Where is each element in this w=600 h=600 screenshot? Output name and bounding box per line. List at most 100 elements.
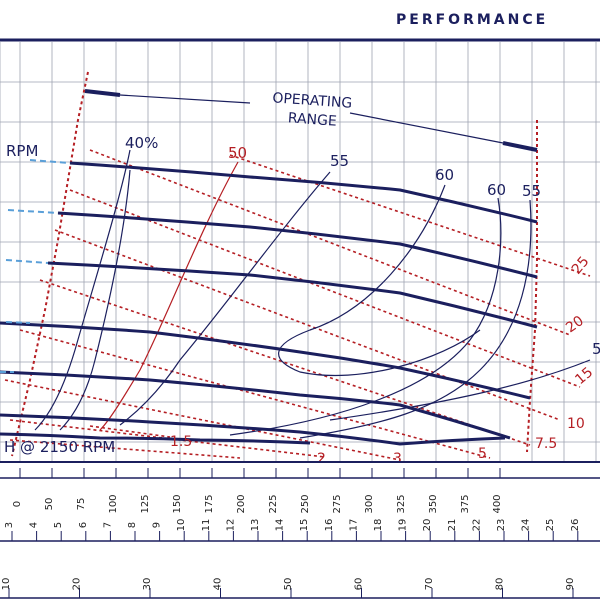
axis-2-label-0: 10 [1,578,12,591]
operating-range-right-boundary [526,120,538,453]
axis-0-label-12: 325 [396,494,407,513]
axis-2-label-6: 70 [424,578,435,591]
head-curve-7 [0,432,311,445]
axis-1-label-5: 8 [127,522,138,528]
axis-1-label-11: 14 [275,519,286,532]
efficiency-label-6: 5 [592,340,600,358]
axis-0-label-2: 75 [76,498,87,511]
axis-2-label-3: 40 [213,578,224,591]
blue-dash-extensions [0,159,71,373]
speed-label: H @ 2150 RPM [4,438,115,456]
axis-1-label-23: 26 [570,519,581,532]
axis-2-label-1: 20 [72,578,83,591]
head-curve-1 [69,161,538,224]
axis-0-label-15: 400 [492,494,503,513]
npsh-label-2: 3 [393,451,402,467]
axis-2-label-5: 60 [354,578,365,591]
axis-0-label-7: 200 [236,494,247,513]
axis-1-label-6: 9 [152,522,163,528]
axis-1-label-10: 13 [250,519,261,532]
blue-dash-3 [5,259,49,264]
blue-dash-1 [29,159,71,164]
axis-1-label-17: 20 [422,519,433,532]
axis-1-label-2: 5 [53,522,64,528]
axis-2-label-8: 90 [565,578,576,591]
blue-dash-4 [5,321,31,324]
axis-2-label-4: 50 [283,578,294,591]
axis-0-label-5: 150 [172,494,183,513]
axis-0-label-11: 300 [364,494,375,513]
efficiency-label-3: 60 [435,166,454,184]
axis-2-label-2: 30 [142,578,153,591]
efficiency-label-4: 60 [487,181,506,199]
efficiency-label-2: 55 [330,152,349,170]
operating-range-right-tick [502,141,538,152]
axis-0-label-14: 375 [460,494,471,513]
axis-1-label-4: 7 [102,522,113,528]
head-curve-3 [47,261,538,329]
head-curve-4 [0,321,531,400]
npsh-line-20 [89,149,571,336]
axis-0-label-3: 100 [108,494,119,513]
npsh-label-5: 10 [567,416,585,432]
axis-1-label-9: 12 [225,519,236,532]
head-curve-6 [0,413,506,446]
axis-0-label-1: 50 [44,498,55,511]
axis-1-label-18: 21 [447,519,458,532]
axis-0-label-4: 125 [140,494,151,513]
rpm-label: RPM [6,142,38,160]
npsh-line-3 [4,379,401,461]
npsh-line-15 [69,189,581,388]
axis-0-label-10: 275 [332,494,343,513]
axis-0-label-9: 250 [300,494,311,513]
axis-1-label-0: 3 [4,522,15,528]
axis-1-label-13: 16 [324,519,335,532]
operating-range-boundary: OPERATING RANGE [11,71,538,457]
operating-range-label-2: RANGE [287,110,337,129]
axis-1-label-8: 11 [201,519,212,532]
blue-dash-2 [7,209,59,214]
axis-1-label-16: 19 [398,519,409,532]
axis-0-label-13: 350 [428,494,439,513]
npsh-label-0: 1.5 [170,434,192,450]
axis-1-label-7: 10 [176,519,187,532]
efficiency-label-5: 55 [522,182,541,200]
chart-grid [0,42,600,462]
axis-1-label-20: 23 [496,519,507,532]
axis-0-label-8: 225 [268,494,279,513]
axis-0-label-6: 175 [204,494,215,513]
efficiency-label-0: 40% [125,134,158,152]
operating-range-label-1: OPERATING [272,90,353,112]
efficiency-curve-50 [99,161,239,431]
npsh-line-extra [9,439,241,459]
npsh-line-7-5 [39,279,531,446]
head-curve-2 [57,211,538,279]
axis-1-label-22: 25 [545,519,556,532]
x-axes: 0 50 75 100 125 150 175 200 225 250 275 300 325 350 37… [0,468,600,599]
operating-range-pointer-right [349,112,504,144]
efficiency-curve-60-right [229,197,502,436]
axis-1-label-15: 18 [373,519,384,532]
axis-0-label-0: 0 [12,501,23,507]
npsh-line-1-5 [89,425,171,438]
npsh-label-3: 5 [478,446,487,462]
head-curve-5 [0,370,511,440]
axis-1-label-12: 15 [299,519,310,532]
operating-range-left-tick [84,89,121,97]
npsh-label-1: 2 [317,451,326,467]
axis-1-label-3: 6 [78,522,89,528]
chart-title: PERFORMANCE [396,12,548,28]
axis-2-label-7: 80 [495,578,506,591]
axis-1-label-14: 17 [348,519,359,532]
operating-range-left-boundary [11,71,89,457]
npsh-label-4: 7.5 [535,436,557,452]
head-curves [0,161,538,446]
efficiency-curve-55-right [299,199,532,439]
operating-range-pointer-left [119,94,251,104]
efficiency-label-1: 50 [228,144,247,162]
axis-1-label-21: 24 [521,519,532,532]
axis-1-label-19: 22 [471,519,482,532]
axis-1-label-1: 4 [29,522,40,528]
